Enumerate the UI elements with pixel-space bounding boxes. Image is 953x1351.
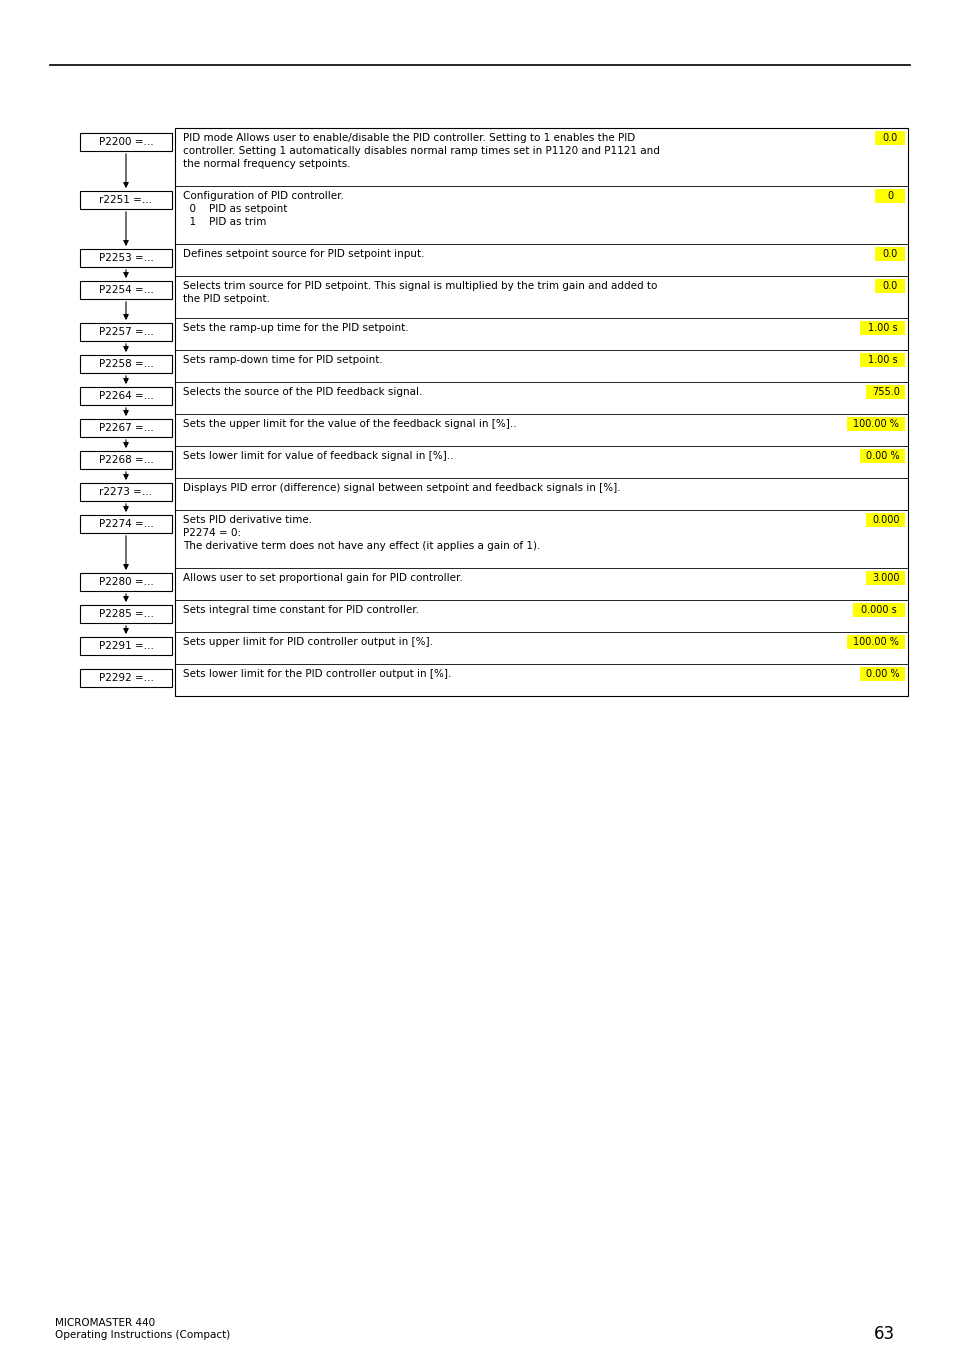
Text: Sets integral time constant for PID controller.: Sets integral time constant for PID cont…	[183, 605, 418, 615]
Text: P2280 =...: P2280 =...	[98, 577, 153, 586]
Bar	[865, 513, 904, 527]
Bar	[80, 638, 172, 655]
Text: P2267 =...: P2267 =...	[98, 423, 153, 434]
Text: P2291 =...: P2291 =...	[98, 640, 153, 651]
Text: Sets lower limit for value of feedback signal in [%]..: Sets lower limit for value of feedback s…	[183, 451, 453, 461]
Text: 3.000: 3.000	[871, 573, 899, 584]
Text: P2257 =...: P2257 =...	[98, 327, 153, 336]
Bar	[80, 669, 172, 688]
Bar	[80, 484, 172, 501]
Text: 1.00 s: 1.00 s	[867, 323, 897, 332]
Text: 100.00 %: 100.00 %	[852, 419, 898, 430]
Text: 0: 0	[886, 190, 892, 201]
Text: Operating Instructions (Compact): Operating Instructions (Compact)	[55, 1329, 230, 1340]
Bar	[80, 323, 172, 340]
Text: P2285 =...: P2285 =...	[98, 609, 153, 619]
Bar	[865, 571, 904, 585]
Bar	[874, 189, 904, 203]
Text: 0.00 %: 0.00 %	[864, 451, 899, 461]
Text: P2274 = 0:: P2274 = 0:	[183, 528, 241, 538]
Text: P2274 =...: P2274 =...	[98, 519, 153, 530]
Text: 0.0: 0.0	[882, 132, 897, 143]
Bar	[859, 667, 904, 681]
Bar	[80, 386, 172, 405]
Bar	[80, 281, 172, 299]
Text: 0.000 s: 0.000 s	[861, 605, 896, 615]
Text: P2253 =...: P2253 =...	[98, 253, 153, 263]
Text: 0.000: 0.000	[871, 515, 899, 526]
Text: P2268 =...: P2268 =...	[98, 455, 153, 465]
Text: Displays PID error (difference) signal between setpoint and feedback signals in : Displays PID error (difference) signal b…	[183, 484, 620, 493]
Text: MICROMASTER 440: MICROMASTER 440	[55, 1319, 155, 1328]
Text: 755.0: 755.0	[871, 386, 899, 397]
Bar	[80, 451, 172, 469]
Bar	[80, 515, 172, 534]
Bar	[174, 128, 907, 696]
Bar	[859, 353, 904, 367]
Text: the PID setpoint.: the PID setpoint.	[183, 295, 270, 304]
Text: P2200 =...: P2200 =...	[98, 136, 153, 147]
Bar	[853, 603, 904, 617]
Bar	[846, 417, 904, 431]
Text: 0    PID as setpoint: 0 PID as setpoint	[183, 204, 287, 213]
Text: P2264 =...: P2264 =...	[98, 390, 153, 401]
Text: controller. Setting 1 automatically disables normal ramp times set in P1120 and : controller. Setting 1 automatically disa…	[183, 146, 659, 155]
Text: Configuration of PID controller.: Configuration of PID controller.	[183, 190, 343, 201]
Bar	[859, 449, 904, 463]
Text: 63: 63	[873, 1325, 894, 1343]
Text: Allows user to set proportional gain for PID controller.: Allows user to set proportional gain for…	[183, 573, 462, 584]
Text: r2273 =...: r2273 =...	[99, 486, 152, 497]
Bar	[80, 132, 172, 151]
Text: P2292 =...: P2292 =...	[98, 673, 153, 684]
Bar	[874, 131, 904, 145]
Text: The derivative term does not have any effect (it applies a gain of 1).: The derivative term does not have any ef…	[183, 540, 539, 551]
Text: the normal frequency setpoints.: the normal frequency setpoints.	[183, 159, 351, 169]
Bar	[80, 605, 172, 623]
Bar	[846, 635, 904, 648]
Bar	[80, 355, 172, 373]
Text: 100.00 %: 100.00 %	[852, 638, 898, 647]
Text: PID mode Allows user to enable/disable the PID controller. Setting to 1 enables : PID mode Allows user to enable/disable t…	[183, 132, 635, 143]
Text: Sets upper limit for PID controller output in [%].: Sets upper limit for PID controller outp…	[183, 638, 433, 647]
Bar	[80, 249, 172, 267]
Text: 1.00 s: 1.00 s	[867, 355, 897, 365]
Bar	[874, 247, 904, 261]
Text: Defines setpoint source for PID setpoint input.: Defines setpoint source for PID setpoint…	[183, 249, 424, 259]
Text: P2258 =...: P2258 =...	[98, 359, 153, 369]
Bar	[80, 190, 172, 209]
Text: 0.00 %: 0.00 %	[864, 669, 899, 680]
Text: P2254 =...: P2254 =...	[98, 285, 153, 295]
Text: 0.0: 0.0	[882, 281, 897, 290]
Text: Sets PID derivative time.: Sets PID derivative time.	[183, 515, 312, 526]
Text: r2251 =...: r2251 =...	[99, 195, 152, 205]
Text: 0.0: 0.0	[882, 249, 897, 259]
Bar	[865, 385, 904, 399]
Bar	[80, 573, 172, 590]
Text: 1    PID as trim: 1 PID as trim	[183, 218, 266, 227]
Text: Sets the ramp-up time for the PID setpoint.: Sets the ramp-up time for the PID setpoi…	[183, 323, 408, 332]
Text: Sets the upper limit for the value of the feedback signal in [%]..: Sets the upper limit for the value of th…	[183, 419, 517, 430]
Text: Sets ramp-down time for PID setpoint.: Sets ramp-down time for PID setpoint.	[183, 355, 382, 365]
Bar	[859, 322, 904, 335]
Bar	[874, 280, 904, 293]
Bar	[80, 419, 172, 436]
Text: Sets lower limit for the PID controller output in [%].: Sets lower limit for the PID controller …	[183, 669, 451, 680]
Text: Selects the source of the PID feedback signal.: Selects the source of the PID feedback s…	[183, 386, 422, 397]
Text: Selects trim source for PID setpoint. This signal is multiplied by the trim gain: Selects trim source for PID setpoint. Th…	[183, 281, 657, 290]
